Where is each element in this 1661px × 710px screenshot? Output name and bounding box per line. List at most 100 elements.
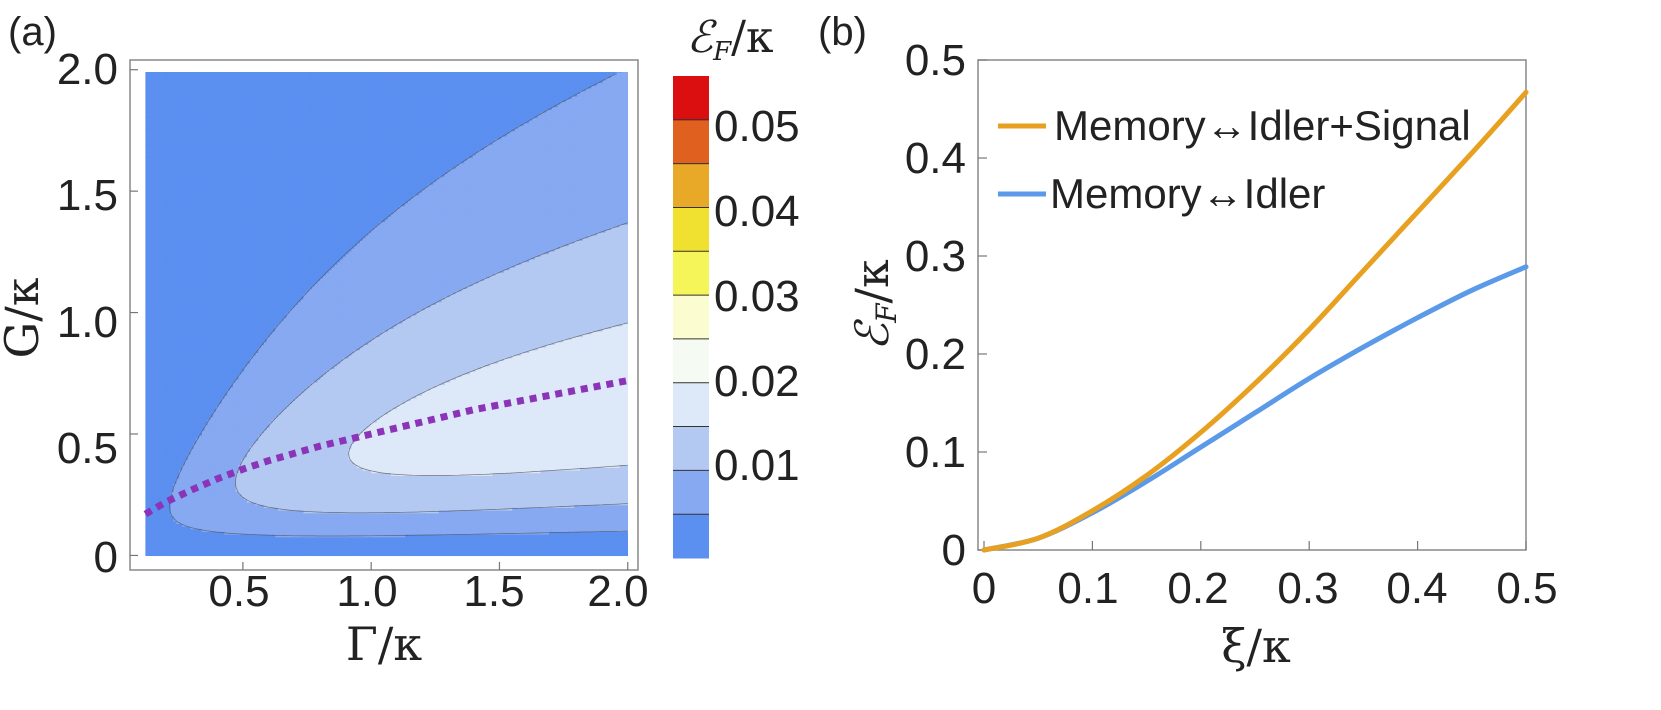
contour-cell	[162, 197, 166, 201]
contour-cell	[179, 250, 183, 255]
contour-cell	[162, 475, 166, 479]
contour-cell	[165, 485, 169, 490]
contour-cell	[182, 344, 186, 348]
contour-cell	[151, 544, 155, 549]
contour-cell	[156, 445, 161, 450]
contour-cell	[179, 144, 183, 148]
contour-cell	[145, 119, 149, 124]
contour-cell	[162, 456, 166, 460]
contour-cell	[176, 298, 180, 303]
contour-cell	[170, 534, 175, 538]
contour-cell	[151, 381, 155, 386]
contour-cell	[187, 488, 192, 492]
contour-cell	[151, 333, 155, 337]
contour-cell	[159, 138, 163, 142]
contour-cell	[176, 456, 180, 460]
contour-cell	[148, 285, 152, 289]
contour-cell	[156, 280, 161, 284]
contour-cell	[145, 459, 149, 463]
contour-cell	[159, 74, 163, 78]
contour-cell	[179, 357, 183, 362]
contour-cell	[153, 483, 158, 487]
contour-cell	[184, 146, 189, 150]
contour-cell	[159, 432, 163, 436]
contour-cell	[170, 352, 175, 356]
contour-cell	[167, 216, 172, 220]
contour-cell	[182, 421, 186, 426]
contour-cell	[182, 424, 186, 428]
contour-cell	[176, 405, 180, 410]
contour-cell	[184, 79, 189, 84]
contour-cell	[173, 146, 178, 150]
contour-cell	[167, 453, 172, 458]
contour-cell	[182, 392, 186, 396]
contour-cell	[167, 531, 172, 535]
contour-cell	[184, 184, 189, 188]
contour-cell	[170, 371, 175, 375]
contour-cell	[170, 504, 175, 508]
contour-cell	[182, 232, 186, 236]
contour-cell	[159, 485, 163, 490]
contour-cell	[145, 432, 149, 436]
contour-cell	[153, 242, 158, 247]
contour-cell	[190, 274, 194, 279]
contour-cell	[184, 491, 189, 495]
contour-cell	[182, 157, 186, 161]
contour-cell	[148, 448, 152, 452]
contour-cell	[182, 429, 186, 434]
contour-cell	[173, 323, 178, 327]
contour-cell	[190, 427, 194, 431]
contour-cell	[151, 181, 155, 185]
contour-cell	[187, 288, 192, 292]
contour-cell	[184, 224, 189, 228]
contour-cell	[184, 240, 189, 244]
contour-cell	[176, 403, 180, 407]
contour-cell	[156, 384, 161, 388]
contour-cell	[187, 138, 192, 142]
contour-cell	[148, 162, 152, 166]
contour-cell	[190, 381, 194, 386]
contour-cell	[182, 101, 186, 105]
contour-cell	[190, 352, 194, 356]
contour-cell	[148, 154, 152, 158]
contour-cell	[153, 176, 158, 180]
contour-cell	[148, 128, 152, 132]
contour-cell	[148, 440, 152, 444]
contour-cell	[159, 403, 163, 407]
contour-cell	[156, 72, 161, 76]
contour-cell	[167, 435, 172, 439]
contour-cell	[173, 176, 178, 180]
contour-cell	[167, 210, 172, 215]
contour-cell	[162, 371, 166, 375]
contour-cell	[187, 469, 192, 474]
contour-cell	[162, 315, 166, 319]
contour-cell	[190, 413, 194, 418]
contour-cell	[156, 157, 161, 161]
contour-cell	[176, 234, 180, 239]
contour-cell	[156, 531, 161, 535]
contour-cell	[167, 392, 172, 396]
contour-cell	[170, 168, 175, 172]
contour-cell	[167, 165, 172, 169]
contour-cell	[187, 301, 192, 305]
contour-cell	[153, 317, 158, 321]
contour-cell	[156, 274, 161, 279]
contour-cell	[162, 293, 166, 297]
contour-cell	[145, 352, 149, 356]
contour-cell	[173, 162, 178, 166]
contour-cell	[153, 435, 158, 439]
contour-cell	[182, 98, 186, 102]
contour-cell	[159, 141, 163, 145]
contour-cell	[162, 165, 166, 169]
contour-cell	[148, 411, 152, 415]
contour-cell	[162, 357, 166, 362]
contour-cell	[153, 504, 158, 508]
contour-cell	[148, 264, 152, 268]
contour-cell	[176, 432, 180, 436]
contour-cell	[167, 424, 172, 428]
contour-cell	[165, 298, 169, 303]
contour-cell	[170, 376, 175, 380]
contour-cell	[182, 114, 186, 118]
contour-cell	[153, 502, 158, 506]
contour-cell	[167, 234, 172, 239]
